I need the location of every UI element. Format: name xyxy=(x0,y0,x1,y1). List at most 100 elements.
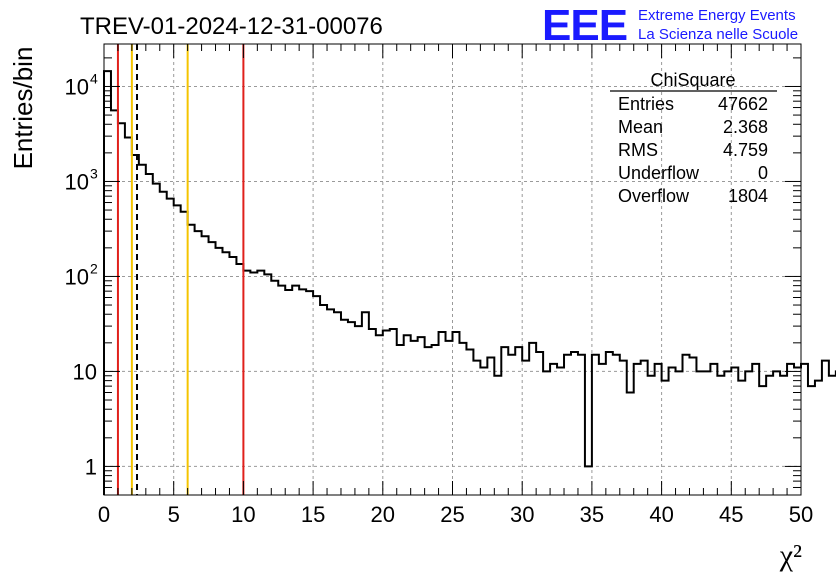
histogram-bin xyxy=(243,271,250,495)
histogram-bin xyxy=(773,371,780,495)
x-tick-label: 20 xyxy=(371,502,395,527)
x-tick-labels: 0 5 10 15 20 25 30 35 40 45 50 xyxy=(98,502,813,527)
histogram-bin xyxy=(599,364,606,495)
histogram-bin xyxy=(759,386,766,495)
histogram-bin xyxy=(578,355,585,495)
histogram-bin xyxy=(815,381,822,495)
grid-lines xyxy=(104,44,801,495)
histogram-bin xyxy=(411,341,418,495)
histogram-bin xyxy=(425,347,432,495)
histogram-bin xyxy=(620,361,627,495)
histogram-bin xyxy=(683,355,690,495)
histogram-bin xyxy=(362,312,369,495)
y-tick-label: 1 xyxy=(85,454,97,479)
stats-box: ChiSquare Entries 47662 Mean 2.368 RMS 4… xyxy=(610,70,777,206)
histogram-series xyxy=(103,70,836,495)
histogram-bin xyxy=(738,381,745,495)
x-tick-label: 50 xyxy=(789,502,813,527)
histogram-bin xyxy=(822,361,829,495)
histogram-bin xyxy=(341,320,348,495)
histogram-bin xyxy=(466,350,473,495)
histogram-bin xyxy=(446,341,453,495)
stats-label-rms: RMS xyxy=(618,140,658,160)
chart-title: TREV-01-2024-12-31-00076 xyxy=(80,13,383,40)
stats-value-rms: 4.759 xyxy=(723,140,768,160)
histogram-bin xyxy=(745,371,752,495)
histogram-bin xyxy=(752,364,759,495)
marker-lines xyxy=(116,44,245,495)
histogram-bin xyxy=(787,364,794,495)
histogram-bin xyxy=(780,376,787,495)
histogram-bin xyxy=(376,335,383,495)
x-tick-label: 15 xyxy=(301,502,325,527)
histogram-bin xyxy=(418,337,425,495)
y-tick-exponent: 3 xyxy=(90,165,98,181)
logo-line-1: Extreme Energy Events xyxy=(638,7,796,24)
histogram-bin xyxy=(536,352,543,495)
axis-ticks xyxy=(103,44,802,496)
y-tick-exponent: 4 xyxy=(90,70,98,86)
histogram-bin xyxy=(676,371,683,495)
histogram-bin xyxy=(557,367,564,495)
histogram-bin xyxy=(264,274,271,495)
y-tick-label: 10 xyxy=(73,359,97,384)
y-tick-label: 10 xyxy=(65,264,89,289)
histogram-bin xyxy=(383,330,390,495)
histogram-bin xyxy=(808,386,815,495)
histogram-bin xyxy=(634,364,641,495)
histogram-bin xyxy=(397,345,404,495)
histogram-bin xyxy=(153,184,160,495)
histogram-bin xyxy=(606,352,613,495)
histogram-bin xyxy=(494,376,501,495)
histogram-bin xyxy=(229,257,236,495)
histogram-bin xyxy=(501,347,508,495)
histogram-bin xyxy=(327,309,334,495)
histogram-bin xyxy=(487,358,494,495)
histogram-bin xyxy=(369,329,376,495)
x-tick-label: 35 xyxy=(580,502,604,527)
histogram-bin xyxy=(306,291,313,495)
y-tick-label: 10 xyxy=(65,169,89,194)
y-tick-exponent: 2 xyxy=(90,260,98,276)
histogram-bin xyxy=(355,326,362,495)
stats-value-mean: 2.368 xyxy=(723,117,768,137)
histogram-bin xyxy=(222,252,229,495)
histogram-bin xyxy=(480,367,487,495)
histogram-bin xyxy=(236,264,243,495)
logo-line-2: La Scienza nelle Scuole xyxy=(638,26,798,43)
histogram-bin xyxy=(689,358,696,495)
histogram-bin xyxy=(564,355,571,495)
histogram-bin xyxy=(641,361,648,495)
stats-label-mean: Mean xyxy=(618,117,663,137)
stats-label-overflow: Overflow xyxy=(618,186,690,206)
histogram-bin xyxy=(278,286,285,495)
histogram-bin xyxy=(724,371,731,495)
histogram-bin xyxy=(125,138,132,495)
y-tick-label: 10 xyxy=(65,74,89,99)
stats-box-title: ChiSquare xyxy=(650,70,735,90)
x-axis-label: χ² xyxy=(779,539,802,572)
histogram-bin xyxy=(146,174,153,495)
histogram-bin xyxy=(669,367,676,495)
histogram-bin xyxy=(313,296,320,495)
histogram-bin xyxy=(473,361,480,495)
histogram-bin xyxy=(181,212,188,495)
histogram-bin xyxy=(829,376,836,495)
x-tick-label: 25 xyxy=(440,502,464,527)
histogram-bin xyxy=(571,352,578,495)
histogram-bin xyxy=(655,364,662,495)
histogram-bin xyxy=(195,231,202,495)
histogram-bin xyxy=(459,343,466,495)
histogram-bin xyxy=(390,329,397,495)
histogram-bin xyxy=(111,110,118,495)
histogram-bin xyxy=(104,71,111,495)
histogram-bin xyxy=(515,347,522,495)
histogram-bin xyxy=(216,248,223,495)
histogram-bin xyxy=(550,364,557,495)
histogram-bin xyxy=(188,225,195,495)
histogram-bin xyxy=(592,355,599,495)
histogram-bin xyxy=(508,355,515,495)
x-tick-label: 30 xyxy=(510,502,534,527)
stats-label-entries: Entries xyxy=(618,94,674,114)
